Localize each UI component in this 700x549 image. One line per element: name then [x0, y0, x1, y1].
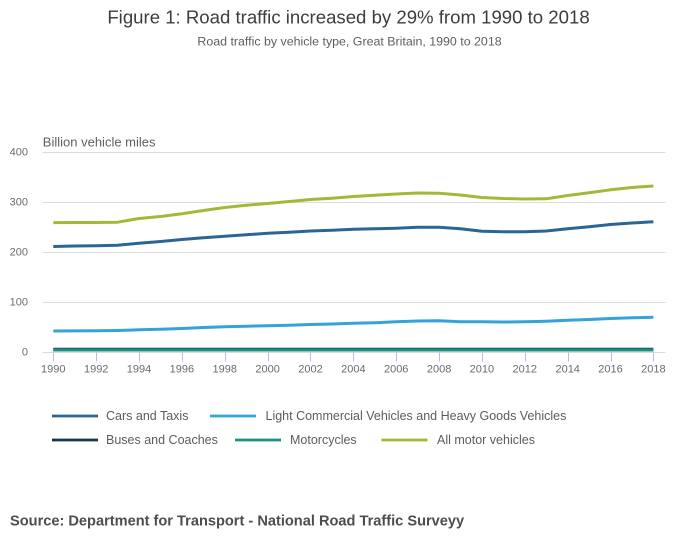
svg-text:2002: 2002: [298, 364, 322, 376]
svg-text:2010: 2010: [470, 364, 494, 376]
svg-text:Motorcycles: Motorcycles: [290, 433, 357, 447]
svg-text:Figure 1: Road traffic increas: Figure 1: Road traffic increased by 29% …: [107, 7, 589, 28]
svg-text:2006: 2006: [384, 364, 408, 376]
svg-text:Source: Department for Transpo: Source: Department for Transport - Natio…: [10, 513, 465, 529]
svg-text:2000: 2000: [255, 364, 279, 376]
svg-text:2014: 2014: [555, 364, 579, 376]
svg-text:Cars and Taxis: Cars and Taxis: [106, 409, 188, 423]
svg-text:300: 300: [10, 197, 28, 209]
svg-text:Buses and Coaches: Buses and Coaches: [106, 433, 218, 447]
svg-text:2008: 2008: [427, 364, 451, 376]
svg-text:1998: 1998: [213, 364, 237, 376]
svg-text:2016: 2016: [598, 364, 622, 376]
svg-text:1992: 1992: [84, 364, 108, 376]
svg-text:2012: 2012: [513, 364, 537, 376]
svg-text:Road traffic by vehicle type,: Road traffic by vehicle type, Great Brit…: [197, 35, 501, 49]
svg-text:200: 200: [10, 247, 28, 259]
svg-text:All motor vehicles: All motor vehicles: [437, 433, 535, 447]
svg-text:400: 400: [10, 147, 28, 159]
svg-text:1996: 1996: [170, 364, 194, 376]
svg-text:100: 100: [10, 297, 28, 309]
svg-text:2018: 2018: [641, 364, 665, 376]
svg-text:0: 0: [22, 347, 28, 359]
svg-text:1994: 1994: [127, 364, 151, 376]
svg-text:Billion vehicle miles: Billion vehicle miles: [43, 135, 156, 150]
svg-text:Light Commercial Vehicles and: Light Commercial Vehicles and Heavy Good…: [266, 409, 567, 423]
svg-text:1990: 1990: [41, 364, 65, 376]
svg-text:2004: 2004: [341, 364, 365, 376]
